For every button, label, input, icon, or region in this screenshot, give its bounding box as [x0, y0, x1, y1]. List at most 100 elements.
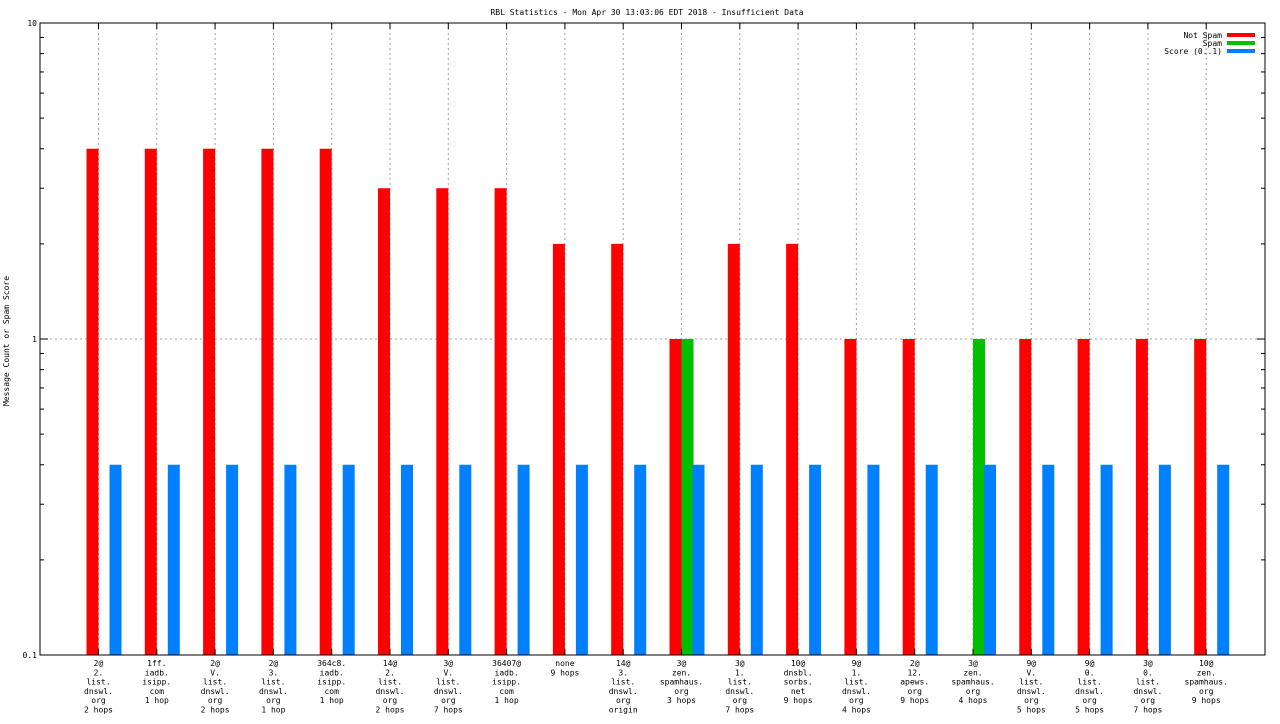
x-tick-label: 3@ zen. spamhaus. org 3 hops — [660, 659, 703, 705]
x-tick-label-line: none — [555, 659, 574, 668]
x-tick-label-line: 3 hops — [667, 696, 696, 705]
x-tick-label: 3@ zen. spamhaus. org 4 hops — [951, 659, 994, 705]
x-tick-label-line: 2@ — [269, 659, 279, 668]
bar-not-spam — [494, 188, 507, 656]
x-tick-label-line: 14@ — [616, 659, 631, 668]
bar-score-0-1 — [1217, 464, 1230, 655]
chart-title: RBL Statistics - Mon Apr 30 13:03:06 EDT… — [490, 8, 803, 17]
x-tick-label-line: 0. — [1085, 668, 1095, 677]
x-tick-label-line: 2@ — [910, 659, 920, 668]
x-tick-label-line: list. — [1136, 678, 1160, 687]
x-tick-label: 10@ zen. spamhaus. org 9 hops — [1185, 659, 1228, 705]
x-tick-label-line: list. — [261, 678, 285, 687]
y-tick-label: 10 — [27, 19, 37, 28]
x-tick-label-line: list. — [1078, 678, 1102, 687]
x-tick-label-line: spamhaus. — [660, 678, 703, 687]
bar-score-0-1 — [342, 464, 355, 655]
x-tick-label-line: net — [791, 687, 806, 696]
x-tick-label-line: 1. — [852, 668, 862, 677]
x-tick-label-line: 2 hops — [84, 706, 113, 715]
x-tick-label-line: 2 hops — [201, 706, 230, 715]
x-tick-label-line: spamhaus. — [951, 678, 994, 687]
x-tick-label-line: list. — [728, 678, 752, 687]
x-tick-label-line: zen. — [963, 668, 982, 677]
legend-swatch — [1227, 41, 1255, 45]
x-tick-label-line: com — [324, 687, 339, 696]
x-tick-label-line: dnswl. — [376, 687, 405, 696]
x-tick-label-line: list. — [611, 678, 635, 687]
x-tick-label-line: 5 hops — [1075, 706, 1104, 715]
bar-not-spam — [86, 148, 99, 656]
x-tick-label-line: 12. — [907, 668, 921, 677]
x-tick-label: 1ff. iadb. isipp. com 1 hop — [142, 659, 171, 705]
bar-score-0-1 — [750, 464, 763, 655]
x-tick-label-line: 1 hop — [261, 706, 285, 715]
x-tick-label-line: 3@ — [677, 659, 687, 668]
bar-score-0-1 — [575, 464, 588, 655]
bar-spam — [681, 339, 694, 655]
bar-not-spam — [844, 339, 857, 655]
x-tick-label: 3@ 0. list. dnswl. org 7 hops — [1133, 659, 1162, 715]
x-tick-label-line: org — [849, 696, 864, 705]
x-tick-label-line: org — [441, 696, 456, 705]
x-tick-label-line: 7 hops — [725, 706, 754, 715]
x-tick-label: 9@ 1. list. dnswl. org 4 hops — [842, 659, 871, 715]
bar-score-0-1 — [809, 464, 822, 655]
legend-label: Score (0..1) — [1164, 47, 1222, 56]
x-tick-label-line: org — [208, 696, 223, 705]
x-tick-label-line: org — [91, 696, 106, 705]
x-tick-label-line: V. — [443, 668, 453, 677]
ticks-layer: 0.1 1 10 — [23, 19, 1265, 660]
x-tick-label-line: 1 hop — [320, 696, 344, 705]
x-tick-label-line: 1 hop — [145, 696, 169, 705]
bar-score-0-1 — [692, 464, 705, 655]
bar-spam — [973, 339, 985, 655]
bar-not-spam — [203, 148, 216, 656]
x-tick-label-line: sorbs. — [784, 678, 813, 687]
bar-not-spam — [786, 243, 799, 656]
x-tick-label-line: isipp. — [492, 678, 521, 687]
x-tick-label-line: 14@ — [383, 659, 398, 668]
bar-not-spam — [1194, 339, 1207, 655]
bar-score-0-1 — [401, 464, 413, 655]
x-tick-label-line: 9@ — [1026, 659, 1036, 668]
x-tick-label-line: dnswl. — [1075, 687, 1104, 696]
x-tick-label-line: 9@ — [852, 659, 862, 668]
x-tick-label-line: org — [966, 687, 981, 696]
x-tick-label-line: iadb. — [495, 668, 519, 677]
x-tick-label-line: org — [1024, 696, 1039, 705]
x-tick-label-line: org — [1141, 696, 1156, 705]
bar-score-0-1 — [1042, 464, 1055, 655]
x-tick-label: 9@ 0. list. dnswl. org 5 hops — [1075, 659, 1104, 715]
bar-not-spam — [611, 243, 624, 656]
x-tick-label: 14@ 2. list. dnswl. org 2 hops — [376, 659, 405, 715]
x-tick-label-line: dnswl. — [201, 687, 230, 696]
x-tick-label-line: list. — [844, 678, 868, 687]
x-tick-label-line: dnswl. — [1133, 687, 1162, 696]
x-tick-label-line: org — [1082, 696, 1097, 705]
x-tick-label-line: origin — [609, 706, 638, 715]
x-tick-label-line: dnswl. — [84, 687, 113, 696]
x-tick-label-line: iadb. — [145, 668, 169, 677]
x-tick-label: 3@ V. list. dnswl. org 7 hops — [434, 659, 463, 715]
x-tick-label-line: 7 hops — [434, 706, 463, 715]
x-tick-label-line: 9 hops — [900, 696, 929, 705]
bar-score-0-1 — [1158, 464, 1171, 655]
x-tick-label-line: 3@ — [1143, 659, 1153, 668]
bar-not-spam — [144, 148, 157, 656]
x-tick-label: 10@ dnsbl. sorbs. net 9 hops — [784, 659, 813, 705]
bar-score-0-1 — [984, 464, 996, 655]
x-tick-label-line: list. — [436, 678, 460, 687]
legend-swatch — [1227, 49, 1255, 53]
x-tick-label: 14@ 3. list. dnswl. org origin — [609, 659, 638, 715]
x-tick-label-line: org — [266, 696, 281, 705]
x-tick-label-line: org — [1199, 687, 1214, 696]
x-tick-label-line: dnswl. — [609, 687, 638, 696]
bar-not-spam — [436, 188, 449, 656]
x-tick-label-line: org — [907, 687, 922, 696]
x-tick-label: 2@ 3. list. dnswl. org 1 hop — [259, 659, 288, 715]
x-tick-label-line: 5 hops — [1017, 706, 1046, 715]
x-tick-label-line: dnswl. — [1017, 687, 1046, 696]
x-tick-label-line: 9 hops — [550, 668, 579, 677]
